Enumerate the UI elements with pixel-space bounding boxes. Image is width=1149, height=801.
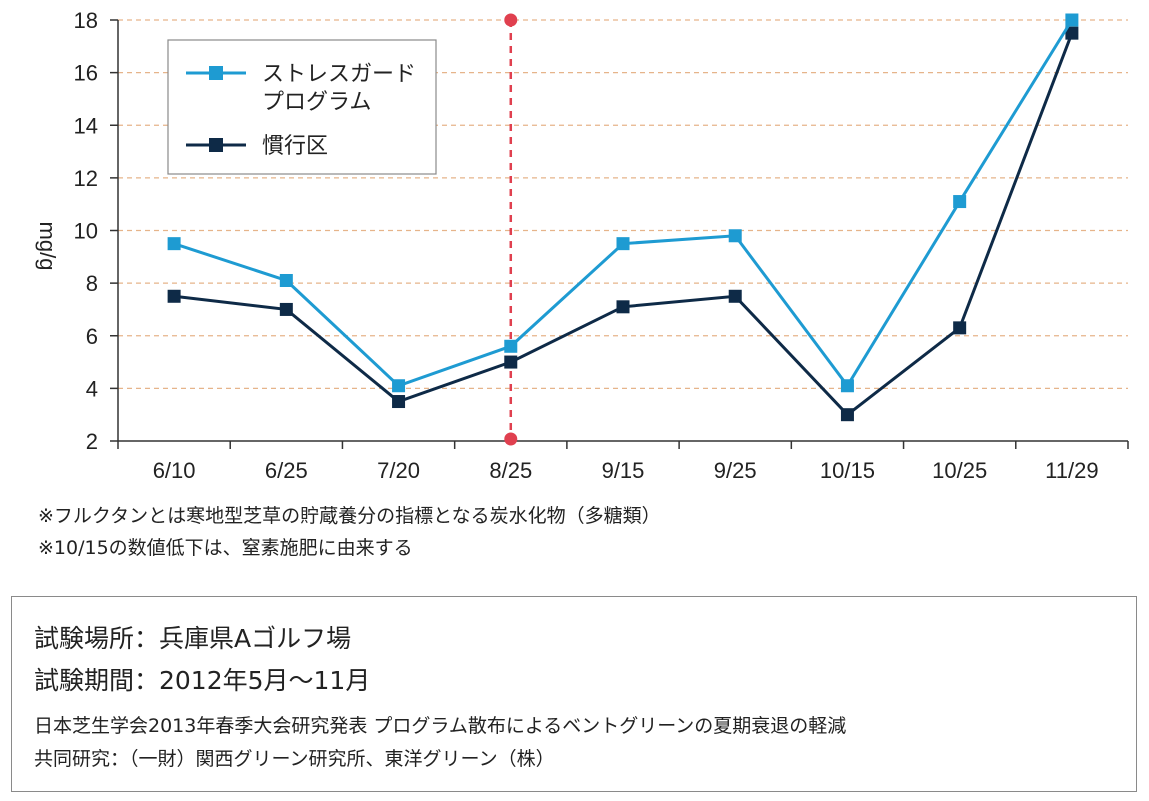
fructan-line-chart: 2 4 6 8 10 12 14 16 18 6/10 6/25 7/20 8/25 9/15 9/25 1… bbox=[35, 8, 1129, 483]
data-point-1-8 bbox=[1065, 26, 1079, 40]
data-point-1-2 bbox=[392, 395, 406, 409]
marker-dot-bottom bbox=[504, 432, 518, 446]
x-tick-label-10-15: 10/15 bbox=[820, 458, 875, 483]
presentation-info: 日本芝生学会2013年春季大会研究発表 プログラム散布によるベントグリーンの夏期… bbox=[34, 715, 847, 737]
axes bbox=[110, 19, 1129, 449]
y-tick-label-18: 18 bbox=[74, 8, 98, 33]
test-info-box: 試験場所：兵庫県Aゴルフ場 試験期間：2012年5月～11月 日本芝生学会201… bbox=[11, 596, 1137, 792]
legend-label-0-1: プログラム bbox=[262, 90, 371, 115]
data-point-0-6 bbox=[840, 379, 854, 393]
grid-lines bbox=[118, 19, 1128, 389]
y-axis-label: mg/g bbox=[35, 222, 60, 271]
data-point-0-0 bbox=[167, 237, 181, 251]
x-tick-label-10-25: 10/25 bbox=[932, 458, 987, 483]
legend-marker-0 bbox=[209, 66, 223, 80]
x-tick-label-6-25: 6/25 bbox=[265, 458, 308, 483]
data-point-0-5 bbox=[728, 229, 742, 243]
test-location: 試験場所：兵庫県Aゴルフ場 bbox=[34, 624, 352, 653]
data-point-1-6 bbox=[840, 408, 854, 422]
data-point-0-8 bbox=[1065, 13, 1079, 27]
series-layer bbox=[167, 13, 1079, 422]
x-tick-label-7-20: 7/20 bbox=[377, 458, 420, 483]
x-tick-label-8-25: 8/25 bbox=[489, 458, 532, 483]
data-point-1-1 bbox=[279, 302, 293, 316]
series-0 bbox=[167, 13, 1079, 393]
x-tick-label-9-15: 9/15 bbox=[602, 458, 645, 483]
data-point-0-7 bbox=[953, 195, 967, 209]
y-tick-label-10: 10 bbox=[74, 219, 98, 244]
footnote-1015: ※10/15の数値低下は、窒素施肥に由来する bbox=[38, 537, 413, 559]
y-tick-label-14: 14 bbox=[74, 113, 98, 138]
y-tick-label-12: 12 bbox=[74, 166, 98, 191]
data-point-1-3 bbox=[504, 355, 518, 369]
legend-label-0-0: ストレスガード bbox=[262, 62, 416, 87]
data-point-0-2 bbox=[392, 379, 406, 393]
data-point-1-0 bbox=[167, 289, 181, 303]
data-point-0-1 bbox=[279, 273, 293, 287]
test-period: 試験期間：2012年5月～11月 bbox=[34, 666, 371, 695]
x-tick-label-9-25: 9/25 bbox=[714, 458, 757, 483]
research-info: 共同研究：（一財）関西グリーン研究所、東洋グリーン（株） bbox=[34, 748, 555, 770]
legend-label-1-0: 慣行区 bbox=[262, 134, 328, 159]
series-1 bbox=[167, 26, 1079, 422]
x-tick-label-6-10: 6/10 bbox=[153, 458, 196, 483]
data-point-0-3 bbox=[504, 339, 518, 353]
footnotes: ※フルクタンとは寒地型芝草の貯蔵養分の指標となる炭水化物（多糖類） ※10/15… bbox=[38, 500, 661, 564]
data-point-1-5 bbox=[728, 289, 742, 303]
vertical-marker bbox=[504, 13, 518, 446]
y-tick-label-6: 6 bbox=[86, 324, 98, 349]
y-tick-label-2: 2 bbox=[86, 429, 98, 454]
y-tick-label-4: 4 bbox=[86, 376, 98, 401]
y-tick-labels: 2 4 6 8 10 12 14 16 18 bbox=[74, 8, 98, 454]
legend-marker-1 bbox=[209, 138, 223, 152]
data-point-0-4 bbox=[616, 237, 630, 251]
data-point-1-7 bbox=[953, 321, 967, 335]
x-tick-labels: 6/10 6/25 7/20 8/25 9/15 9/25 10/15 10/25 11/29 bbox=[153, 458, 1099, 483]
y-tick-label-16: 16 bbox=[74, 61, 98, 86]
footnote-fructan: ※フルクタンとは寒地型芝草の貯蔵養分の指標となる炭水化物（多糖類） bbox=[38, 505, 661, 527]
data-point-1-4 bbox=[616, 300, 630, 314]
x-tick-label-11-29: 11/29 bbox=[1045, 458, 1098, 483]
y-tick-label-8: 8 bbox=[86, 271, 98, 296]
marker-dot-top bbox=[504, 13, 518, 27]
